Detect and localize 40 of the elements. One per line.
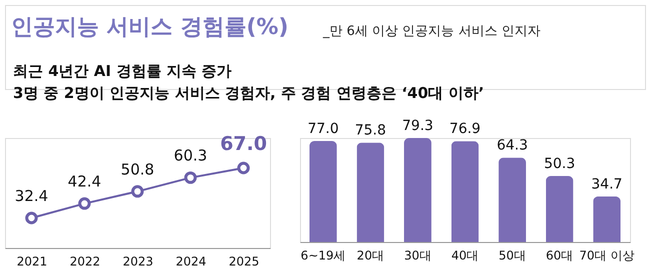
data-label: 75.8	[354, 122, 386, 139]
data-label: 79.3	[402, 118, 434, 134]
text: 인공지능 서비스 경험률(%)	[11, 15, 288, 40]
bar	[451, 141, 479, 242]
data-label: 64.3	[496, 138, 528, 154]
x-tick-label: 2021	[16, 254, 48, 268]
point	[78, 197, 91, 210]
point	[131, 185, 144, 198]
x-tick-label: 50대	[498, 248, 526, 262]
text: _만 6세 이상 인공지능 서비스 인지자	[322, 24, 540, 39]
bar	[356, 142, 384, 242]
point	[25, 212, 38, 224]
bar	[309, 141, 337, 242]
data-label: 42.4	[68, 172, 102, 191]
x-tick-label: 2024	[176, 254, 206, 268]
bar	[546, 176, 574, 242]
data-label: 60.3	[174, 146, 208, 165]
x-tick-label: 2023	[122, 254, 154, 268]
data-label: 67.0	[220, 133, 267, 155]
point	[237, 162, 250, 174]
text: 최근 4년간 AI 경험률 지속 증가	[13, 62, 232, 80]
text: 3명 중 2명이 인공지능 서비스 경험자, 주 경험 연령층은 ‘40대 이하’	[13, 84, 484, 102]
x-tick-label: 20대	[356, 248, 384, 262]
data-label: 76.9	[449, 121, 481, 138]
data-label: 50.8	[120, 160, 154, 178]
x-tick-label: 2025	[228, 254, 260, 268]
x-tick-label: 60대	[546, 248, 574, 262]
data-label: 50.3	[544, 156, 576, 172]
data-label: 34.7	[591, 176, 622, 192]
bar	[404, 138, 432, 242]
x-tick-label: 70대 이상	[579, 248, 634, 262]
x-tick-label: 30대	[404, 248, 432, 262]
x-tick-label: 40대	[451, 248, 479, 262]
point	[184, 171, 197, 184]
data-label: 77.0	[308, 121, 339, 138]
bar	[498, 158, 526, 242]
x-tick-label: 6~19세	[300, 248, 346, 262]
bar	[593, 196, 621, 242]
x-tick-label: 2022	[70, 254, 100, 268]
data-label: 32.4	[14, 187, 48, 205]
